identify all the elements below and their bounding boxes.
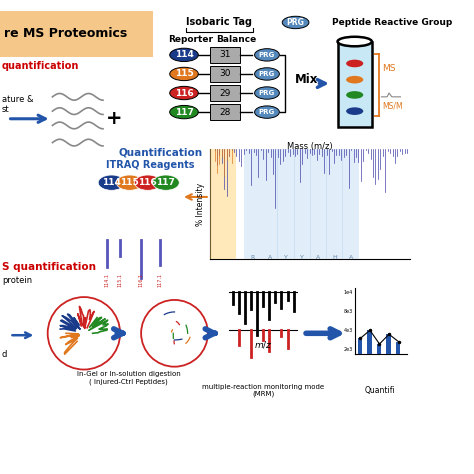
Text: 115: 115 (174, 70, 193, 79)
Text: 116: 116 (174, 89, 193, 98)
Text: 1e4: 1e4 (344, 290, 353, 295)
Text: MS/M: MS/M (383, 102, 403, 111)
FancyBboxPatch shape (326, 149, 343, 259)
Text: multiple-reaction monitoring mode
(MRM): multiple-reaction monitoring mode (MRM) (202, 384, 324, 397)
Text: PRG: PRG (259, 109, 275, 115)
Ellipse shape (153, 175, 179, 190)
Text: 114: 114 (102, 178, 121, 187)
FancyBboxPatch shape (210, 47, 240, 63)
FancyBboxPatch shape (386, 334, 391, 354)
Text: A: A (316, 255, 320, 260)
FancyBboxPatch shape (310, 149, 327, 259)
Text: 117: 117 (156, 178, 175, 187)
Text: Y: Y (284, 255, 288, 260)
Ellipse shape (337, 37, 372, 46)
Text: 29: 29 (219, 89, 231, 98)
Text: 30: 30 (219, 70, 231, 79)
Text: d: d (2, 350, 7, 359)
FancyBboxPatch shape (261, 149, 278, 259)
Text: Quantification: Quantification (118, 147, 202, 157)
Text: Mass (m/z): Mass (m/z) (287, 142, 333, 151)
FancyBboxPatch shape (377, 344, 382, 354)
Ellipse shape (135, 175, 161, 190)
Text: PRG: PRG (259, 52, 275, 58)
Ellipse shape (170, 86, 198, 100)
Text: H: H (332, 255, 337, 260)
Ellipse shape (255, 106, 279, 118)
Ellipse shape (116, 175, 143, 190)
Text: ature &
st: ature & st (2, 95, 33, 114)
Text: Mix: Mix (295, 73, 319, 86)
Ellipse shape (255, 49, 279, 61)
Ellipse shape (170, 105, 198, 119)
Text: protein: protein (2, 276, 32, 285)
FancyBboxPatch shape (0, 11, 153, 57)
Ellipse shape (255, 87, 279, 99)
Ellipse shape (346, 76, 363, 83)
Text: 2e3: 2e3 (344, 347, 353, 352)
FancyBboxPatch shape (210, 104, 240, 120)
Text: A: A (268, 255, 272, 260)
FancyBboxPatch shape (342, 149, 359, 259)
Text: In-Gel or In-solution digestion
( Injured-Ctrl Peptides): In-Gel or In-solution digestion ( Injure… (77, 371, 181, 385)
Text: 114.1: 114.1 (104, 273, 109, 287)
Text: PRG: PRG (259, 90, 275, 96)
FancyBboxPatch shape (367, 330, 372, 354)
FancyBboxPatch shape (337, 42, 372, 128)
Text: Quantifi: Quantifi (365, 386, 396, 395)
FancyBboxPatch shape (357, 338, 362, 354)
Text: 117.1: 117.1 (158, 273, 163, 287)
FancyBboxPatch shape (396, 342, 401, 354)
Text: 31: 31 (219, 50, 231, 59)
Ellipse shape (98, 175, 125, 190)
Ellipse shape (255, 68, 279, 80)
Text: MS: MS (383, 64, 396, 73)
Text: 116: 116 (138, 178, 157, 187)
Ellipse shape (282, 16, 309, 28)
FancyBboxPatch shape (210, 66, 240, 82)
Text: ITRAQ Reagents: ITRAQ Reagents (106, 161, 195, 171)
Ellipse shape (170, 48, 198, 62)
Text: 8e3: 8e3 (344, 309, 353, 314)
Text: R: R (251, 255, 255, 260)
Text: 116.1: 116.1 (138, 273, 144, 287)
Text: 115.1: 115.1 (118, 273, 123, 287)
Ellipse shape (170, 67, 198, 81)
Text: 115: 115 (120, 178, 139, 187)
FancyBboxPatch shape (210, 85, 240, 100)
Text: re MS Proteomics: re MS Proteomics (4, 27, 127, 40)
Text: 4e3: 4e3 (344, 328, 353, 333)
Text: Reporter: Reporter (168, 35, 213, 44)
Text: 117: 117 (174, 108, 193, 117)
Text: 28: 28 (219, 108, 231, 117)
Text: Peptide Reactive Group: Peptide Reactive Group (332, 18, 452, 27)
Text: PRG: PRG (259, 71, 275, 77)
Ellipse shape (346, 60, 363, 67)
Ellipse shape (346, 91, 363, 99)
FancyBboxPatch shape (277, 149, 295, 259)
Text: S quantification: S quantification (2, 262, 96, 272)
Text: % Intensity: % Intensity (196, 182, 205, 226)
Text: Isobaric Tag: Isobaric Tag (186, 18, 252, 27)
Text: Balance: Balance (216, 35, 256, 44)
Text: +: + (106, 109, 123, 128)
FancyBboxPatch shape (210, 149, 237, 259)
Text: Y: Y (301, 255, 304, 260)
Text: quantification: quantification (2, 61, 79, 71)
FancyBboxPatch shape (294, 149, 311, 259)
Text: A: A (349, 255, 353, 260)
Text: $m/z$: $m/z$ (254, 339, 273, 350)
Text: PRG: PRG (287, 18, 304, 27)
FancyBboxPatch shape (244, 149, 261, 259)
Ellipse shape (346, 107, 363, 115)
Text: 114: 114 (174, 50, 193, 59)
